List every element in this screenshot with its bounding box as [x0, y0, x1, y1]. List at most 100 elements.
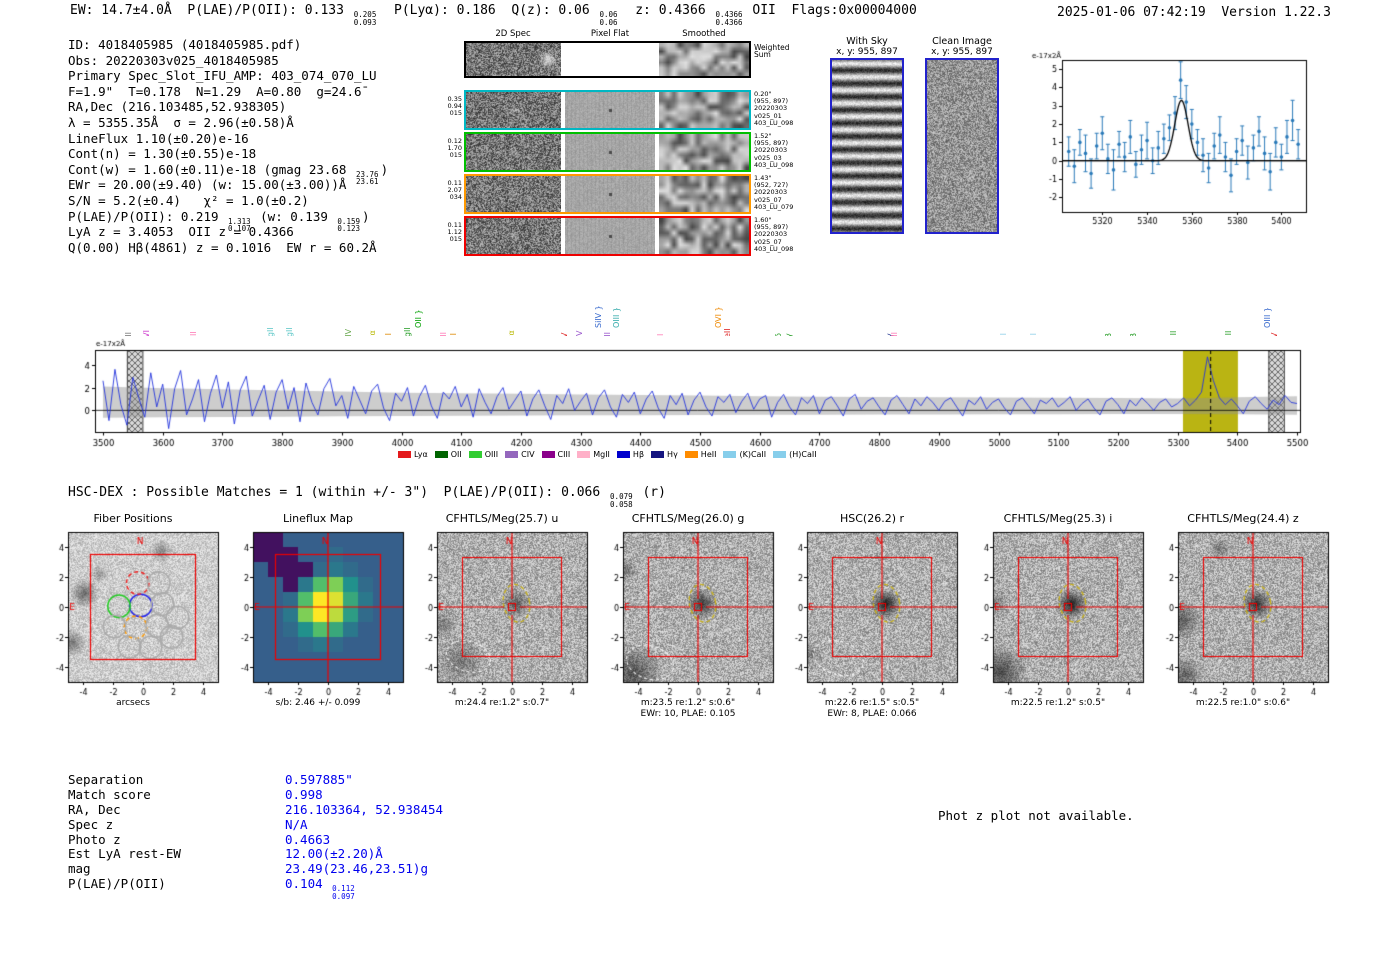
legend-swatch — [651, 451, 665, 458]
cutout-caption: s/b: 2.46 +/- 0.099 — [275, 698, 361, 708]
match-row: Separation 0.597885" — [68, 772, 443, 787]
legend-swatch — [773, 451, 787, 458]
lower-uncertainty: 0.093 — [353, 17, 377, 27]
uncertainty-fraction: 0.079 0.058 — [610, 493, 633, 508]
match-row: Match score 0.998 — [68, 787, 443, 802]
legend-swatch — [723, 451, 737, 458]
cutout-image — [223, 524, 413, 700]
cutout-panel-title: CFHTLS/Meg(24.4) z — [1187, 512, 1299, 525]
spec2d-image-pixelflat — [565, 92, 655, 128]
spec2d-image-smoothed — [659, 218, 749, 254]
match-label: RA, Dec — [68, 801, 121, 817]
uncertainty-fraction: 0.159 0.123 — [337, 218, 360, 233]
cutout-image — [38, 524, 228, 700]
spec2d-col-header: Pixel Flat — [590, 29, 630, 39]
match-row: Est LyA rest-EW 12.00(±2.20)Å — [68, 846, 443, 861]
spec2d-col-header: Smoothed — [682, 29, 726, 39]
spec2d-image-2dspec — [466, 218, 561, 254]
legend-swatch — [434, 451, 448, 458]
clean-image-coords: x, y: 955, 897 — [931, 47, 993, 57]
spec2d-image-pixelflat — [565, 134, 655, 170]
legend-swatch — [468, 451, 482, 458]
legend-label: CIII — [557, 450, 571, 459]
info-line: LyA z = 3.4053 OII z = 0.4366 — [68, 224, 388, 240]
spec2d-image-smoothed — [659, 176, 749, 212]
info-line: F=1.9" T=0.178 N=1.29 A=0.80 g=24.6̄ — [68, 84, 388, 100]
spec2d-image-2dspec — [466, 92, 561, 128]
text-segment: S/N = 5.2(±0.4) χ² = 1.0(±0.2) — [68, 192, 309, 208]
cutout-panel-title: Fiber Positions — [93, 512, 173, 525]
text-segment: LineFlux 1.10(±0.20)e-16 — [68, 130, 249, 146]
upper-uncertainty: 0.112 — [332, 884, 355, 894]
cutout-caption: arcsecs — [116, 698, 150, 708]
clean-image-frame — [925, 58, 999, 234]
legend-item: MgII — [577, 450, 610, 459]
cutout-image — [593, 524, 783, 700]
text-segment: OII Flags:0x00004000 — [744, 3, 917, 18]
match-label: P(LAE)/P(OII) — [68, 876, 166, 892]
legend-swatch — [505, 451, 519, 458]
text-segment: N/A — [285, 816, 308, 832]
cutout-caption: m:22.6 re:1.5" s:0.5" — [824, 698, 920, 708]
text-segment: (r) — [634, 485, 666, 500]
spec2d-row-left-label: 0.11 2.07 034 — [447, 179, 462, 202]
lower-uncertainty: 0.058 — [610, 499, 633, 509]
legend-item: Lyα — [398, 450, 428, 459]
uncertainty-fraction: 0.4366 0.4366 — [715, 11, 742, 26]
text-segment: RA,Dec (216.103485,52.938305) — [68, 99, 287, 115]
info-line: EWr = 20.00(±9.40) (w: 15.00(±3.00))Å — [68, 177, 388, 193]
emission-line-label: OII } — [413, 309, 423, 328]
with-sky-image — [832, 60, 902, 232]
legend-label: Lyα — [414, 450, 428, 459]
text-segment: EW: 14.7±4.0Å P(LAE)/P(OII): 0.133 — [70, 3, 352, 18]
match-value: 0.597885" — [285, 772, 353, 787]
cutout-panel-title: CFHTLS/Meg(25.7) u — [445, 512, 559, 525]
spec2d-image-pixelflat — [565, 218, 655, 254]
match-row: P(LAE)/P(OII) 0.104 0.112 0.097 — [68, 876, 443, 900]
spec2d-row-right-label: 1.43" (952, 727) 20220303 v025_07 403_LU… — [754, 174, 794, 211]
cutout-image — [963, 524, 1153, 700]
spec2d-row-left-label: 0.11 1.12 015 — [447, 221, 462, 244]
legend-item: HeII — [684, 450, 717, 459]
text-segment: Primary Spec_Slot_IFU_AMP: 403_074_070_L… — [68, 68, 377, 84]
cutout-panel-title: Lineflux Map — [282, 512, 354, 525]
timestamp: 2025-01-06 07:42:19 Version 1.22.3 — [1057, 5, 1331, 20]
spectrum-legend: Lyα OII OIII CIV CIII MgII Hβ Hγ HeII (K)CaII (H)C… — [398, 450, 817, 459]
legend-swatch — [577, 451, 591, 458]
spec2d-image-2dspec — [466, 176, 561, 212]
text-segment: 12.00(±2.20)Å — [285, 846, 383, 862]
uncertainty-fraction: 0.205 0.093 — [354, 11, 377, 26]
spec2d-image-smoothed — [659, 92, 749, 128]
match-value: N/A — [285, 817, 308, 832]
legend-item: Hγ — [651, 450, 678, 459]
text-segment: z: 0.4366 — [619, 3, 714, 18]
info-line: Cont(w) = 1.60(±0.11)e-18 (gmag 23.68 23… — [68, 161, 388, 186]
upper-uncertainty: 0.205 — [353, 10, 377, 19]
upper-uncertainty: 1.313 — [228, 216, 251, 226]
info-line: ID: 4018405985 (4018405985.pdf) — [68, 37, 388, 53]
clean-image-title: Clean Image — [932, 36, 992, 47]
uncertainty-fraction: 1.313 0.107 — [228, 218, 251, 233]
match-value: 0.4663 — [285, 832, 330, 847]
spec2d-row — [464, 216, 751, 256]
legend-label: CIV — [521, 450, 535, 459]
match-row: Photo z 0.4663 — [68, 832, 443, 847]
match-value: 216.103364, 52.938454 — [285, 802, 443, 817]
spec2d-image-2dspec — [466, 134, 561, 170]
info-line: P(LAE)/P(OII): 0.219 1.313 0.107 (w: 0.13… — [68, 209, 388, 233]
legend-label: HeII — [700, 450, 717, 459]
legend-item: (H)CaII — [773, 450, 817, 459]
upper-uncertainty: 0.06 — [599, 10, 618, 19]
text-segment: 0.597885" — [285, 772, 353, 787]
text-segment: Cont(w) = 1.60(±0.11)e-18 (gmag 23.68 — [68, 161, 354, 177]
info-line: Q(0.00) Hβ(4861) z = 0.1016 EW r = 60.2Å — [68, 240, 388, 256]
legend-swatch — [541, 451, 555, 458]
info-line: Primary Spec_Slot_IFU_AMP: 403_074_070_L… — [68, 68, 388, 84]
cutout-caption: m:22.5 re:1.2" s:0.5" — [1010, 698, 1106, 708]
cutout-caption: m:24.4 re:1.2" s:0.7" — [454, 698, 550, 708]
full-spectrum-plot — [60, 336, 1322, 462]
text-segment: Obs: 20220303v025_4018405985 — [68, 52, 279, 68]
legend-swatch — [398, 451, 411, 458]
legend-swatch — [684, 451, 698, 458]
lower-uncertainty: 0.097 — [332, 891, 355, 901]
